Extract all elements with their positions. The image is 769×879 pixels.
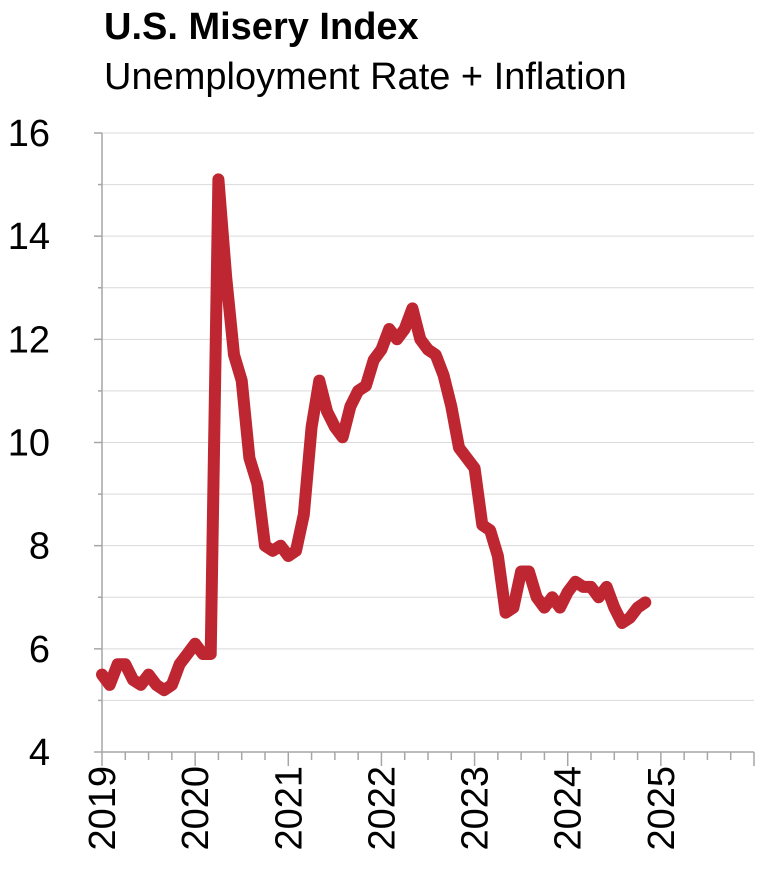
series-line-misery-index: [96, 173, 652, 697]
y-axis-ticks: 4 6 8 10 12 14 16: [8, 113, 50, 774]
grid-lines: [102, 132, 754, 701]
x-tick-label: 2022: [361, 766, 403, 851]
axes: [94, 132, 755, 766]
x-axis-ticks: 2019 2020 2021 2022 2023 2024 2025: [82, 766, 683, 851]
x-tick-label: 2019: [82, 766, 124, 851]
x-tick-label: 2024: [548, 766, 590, 851]
y-tick-label: 14: [8, 216, 50, 258]
y-tick-label: 16: [8, 113, 50, 155]
x-tick-label: 2023: [455, 766, 497, 851]
y-tick-label: 10: [8, 423, 50, 465]
x-tick-label: 2020: [175, 766, 217, 851]
chart-subtitle: Unemployment Rate + Inflation: [104, 56, 627, 98]
x-tick-label: 2025: [641, 766, 683, 851]
chart-title: U.S. Misery Index: [104, 6, 419, 48]
series-layer: [96, 173, 652, 697]
y-tick-label: 4: [29, 732, 50, 774]
y-tick-label: 8: [29, 526, 50, 568]
y-tick-label: 6: [29, 629, 50, 671]
y-tick-label: 12: [8, 319, 50, 361]
x-tick-label: 2021: [268, 766, 310, 851]
